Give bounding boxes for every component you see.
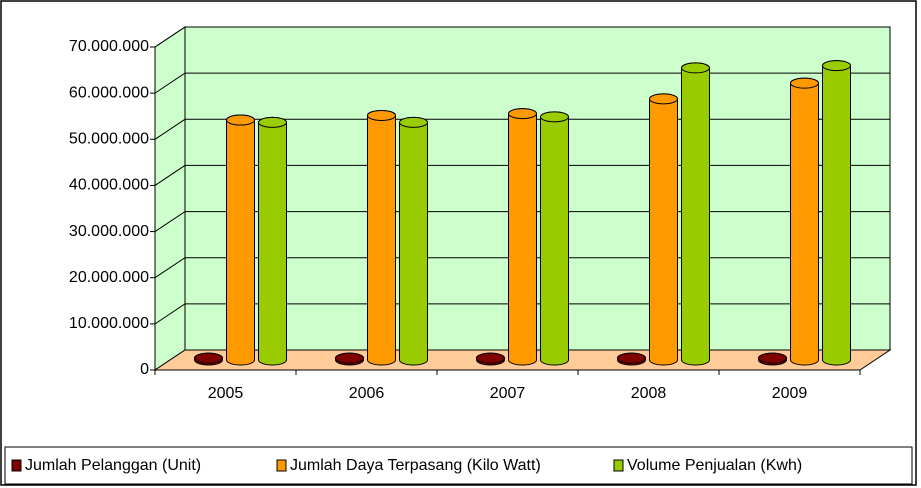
x-tick-label: 2006 bbox=[349, 385, 385, 402]
side-wall bbox=[154, 26, 186, 371]
legend-label: Jumlah Pelanggan (Unit) bbox=[25, 457, 201, 474]
bar-top bbox=[335, 352, 364, 364]
bar bbox=[226, 114, 255, 366]
legend-label: Jumlah Daya Terpasang (Kilo Watt) bbox=[290, 457, 541, 474]
y-tick-label: 30.000.000 bbox=[69, 223, 149, 240]
x-tick-label: 2007 bbox=[490, 385, 526, 402]
bar bbox=[790, 77, 819, 366]
back-wall bbox=[184, 26, 891, 351]
bar-top bbox=[508, 108, 537, 120]
bar-top bbox=[476, 352, 505, 364]
bar-top bbox=[194, 352, 223, 364]
bar bbox=[508, 108, 537, 366]
y-tick-label: 0 bbox=[140, 361, 149, 378]
grid-line bbox=[154, 72, 890, 94]
y-tick-label: 40.000.000 bbox=[69, 177, 149, 194]
bar-top bbox=[649, 93, 678, 105]
y-tick-label: 20.000.000 bbox=[69, 269, 149, 286]
legend-swatch bbox=[11, 459, 22, 472]
y-tick-label: 70.000.000 bbox=[69, 38, 149, 55]
bar-top bbox=[399, 116, 428, 128]
bar-top bbox=[758, 352, 787, 364]
legend-swatch bbox=[276, 459, 287, 472]
bar-top bbox=[617, 352, 646, 364]
bar bbox=[649, 93, 678, 366]
bar bbox=[822, 60, 851, 366]
legend-label: Volume Penjualan (Kwh) bbox=[627, 457, 802, 474]
legend-box bbox=[4, 446, 913, 485]
x-tick-label: 2008 bbox=[631, 385, 667, 402]
bar bbox=[399, 116, 428, 366]
bar-top bbox=[681, 62, 710, 74]
legend-swatch bbox=[613, 459, 624, 472]
bar-top bbox=[226, 114, 255, 126]
bar bbox=[367, 109, 396, 366]
bar-top bbox=[822, 60, 851, 72]
bar-top bbox=[540, 111, 569, 123]
grid-line bbox=[154, 26, 890, 48]
bar bbox=[681, 62, 710, 366]
y-tick-label: 60.000.000 bbox=[69, 84, 149, 101]
bar-top bbox=[258, 116, 287, 128]
x-tick-label: 2005 bbox=[208, 385, 244, 402]
bar-top bbox=[790, 77, 819, 89]
bar-top bbox=[367, 109, 396, 121]
bar bbox=[258, 116, 287, 366]
x-tick-label: 2009 bbox=[772, 385, 808, 402]
y-tick-label: 10.000.000 bbox=[69, 315, 149, 332]
bar bbox=[540, 111, 569, 366]
y-tick-label: 50.000.000 bbox=[69, 131, 149, 148]
